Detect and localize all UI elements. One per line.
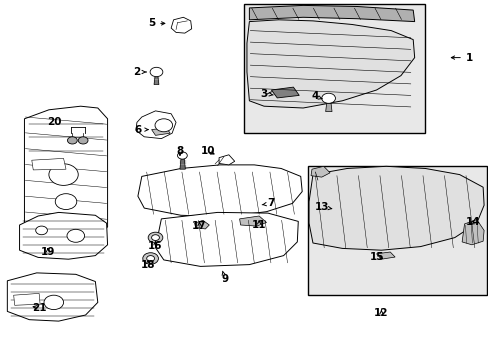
Polygon shape: [219, 155, 234, 165]
Circle shape: [55, 194, 77, 210]
Polygon shape: [461, 220, 483, 245]
Polygon shape: [136, 111, 176, 139]
Text: 17: 17: [192, 221, 206, 231]
Circle shape: [321, 93, 335, 103]
Text: 13: 13: [314, 202, 331, 212]
Circle shape: [148, 232, 163, 243]
Circle shape: [155, 119, 172, 132]
Polygon shape: [308, 166, 483, 250]
Polygon shape: [246, 20, 414, 108]
Text: 1: 1: [450, 53, 472, 63]
Text: 2: 2: [133, 67, 146, 77]
Polygon shape: [24, 106, 107, 243]
Text: 16: 16: [148, 240, 163, 251]
Circle shape: [67, 137, 77, 144]
Text: 11: 11: [251, 220, 266, 230]
Polygon shape: [180, 159, 185, 169]
Circle shape: [36, 226, 47, 235]
Text: 5: 5: [148, 18, 164, 28]
Polygon shape: [32, 158, 66, 170]
Polygon shape: [249, 5, 414, 22]
Polygon shape: [151, 128, 170, 135]
Circle shape: [44, 295, 63, 310]
Circle shape: [67, 229, 84, 242]
Polygon shape: [325, 103, 331, 112]
Text: 18: 18: [141, 260, 155, 270]
Polygon shape: [154, 77, 159, 85]
Text: 3: 3: [260, 89, 273, 99]
Polygon shape: [194, 220, 209, 229]
Polygon shape: [7, 273, 98, 321]
Polygon shape: [376, 252, 394, 259]
Circle shape: [146, 256, 154, 261]
Text: 19: 19: [41, 247, 55, 257]
Text: 9: 9: [221, 271, 228, 284]
Polygon shape: [14, 293, 40, 305]
Polygon shape: [271, 87, 299, 98]
Text: 10: 10: [200, 146, 215, 156]
Text: 7: 7: [262, 198, 275, 208]
Text: 21: 21: [32, 303, 46, 313]
Text: 15: 15: [369, 252, 384, 262]
Bar: [244, 4, 425, 133]
Circle shape: [49, 164, 78, 185]
Polygon shape: [310, 166, 329, 177]
Polygon shape: [239, 216, 266, 226]
Circle shape: [177, 152, 187, 159]
Text: 12: 12: [373, 308, 388, 318]
Circle shape: [78, 137, 88, 144]
Circle shape: [151, 235, 159, 240]
Text: 20: 20: [47, 117, 62, 127]
Circle shape: [142, 253, 158, 264]
Polygon shape: [138, 165, 302, 217]
Text: 6: 6: [134, 125, 148, 135]
Text: 8: 8: [176, 146, 183, 156]
Text: 4: 4: [311, 91, 322, 102]
Circle shape: [43, 214, 59, 225]
Bar: [307, 166, 486, 295]
Polygon shape: [20, 212, 107, 259]
Text: 14: 14: [465, 217, 480, 228]
Polygon shape: [155, 212, 298, 266]
Circle shape: [150, 67, 163, 77]
Polygon shape: [171, 17, 191, 33]
